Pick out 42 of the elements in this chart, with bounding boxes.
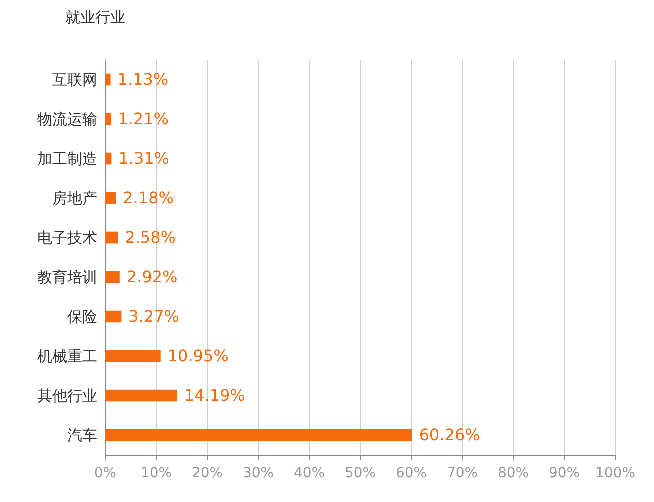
x-tick-label: 60% <box>396 466 428 482</box>
bar <box>105 192 116 204</box>
bar <box>105 350 161 362</box>
x-tick-label: 0% <box>94 466 117 482</box>
bar <box>105 390 178 402</box>
bar <box>105 310 122 323</box>
bar <box>105 74 111 86</box>
x-tick-label: 70% <box>446 466 478 482</box>
bar <box>105 232 118 244</box>
data-label: 1.31% <box>118 148 170 168</box>
y-tick-label: 电子技术 <box>38 228 98 247</box>
y-tick-label: 其他行业 <box>38 386 98 405</box>
y-tick-label: 汽车 <box>68 426 98 444</box>
data-label: 14.19% <box>184 386 246 405</box>
y-tick-label: 机械重工 <box>38 347 98 366</box>
y-tick-label: 房地产 <box>52 189 98 208</box>
data-label: 1.13% <box>118 70 169 89</box>
data-label: 2.92% <box>126 267 178 286</box>
bar <box>105 271 120 284</box>
y-tick-label: 物流运输 <box>38 110 98 128</box>
data-label: 3.27% <box>128 306 180 326</box>
data-label: 60.26% <box>419 425 480 444</box>
x-tick-label: 50% <box>344 466 376 482</box>
x-tick-label: 10% <box>140 466 172 482</box>
bar <box>105 113 112 126</box>
y-axis-title: 就业行业 <box>66 8 126 26</box>
y-tick-label: 保险 <box>68 308 98 326</box>
x-tick-label: 30% <box>242 466 274 482</box>
bar <box>105 429 412 442</box>
x-tick-label: 80% <box>498 466 530 482</box>
x-tick-label: 100% <box>595 466 636 482</box>
data-label: 1.21% <box>118 109 169 128</box>
y-tick-label: 加工制造 <box>38 150 98 168</box>
bar <box>105 152 112 165</box>
data-label: 2.58% <box>125 228 176 247</box>
data-label: 2.18% <box>123 188 174 208</box>
x-tick-label: 20% <box>192 466 224 482</box>
y-tick-label: 互联网 <box>52 70 98 89</box>
y-tick-label: 教育培训 <box>38 268 98 286</box>
data-label: 10.95% <box>168 346 229 366</box>
x-tick-label: 90% <box>548 466 580 482</box>
x-tick-label: 40% <box>294 466 326 482</box>
